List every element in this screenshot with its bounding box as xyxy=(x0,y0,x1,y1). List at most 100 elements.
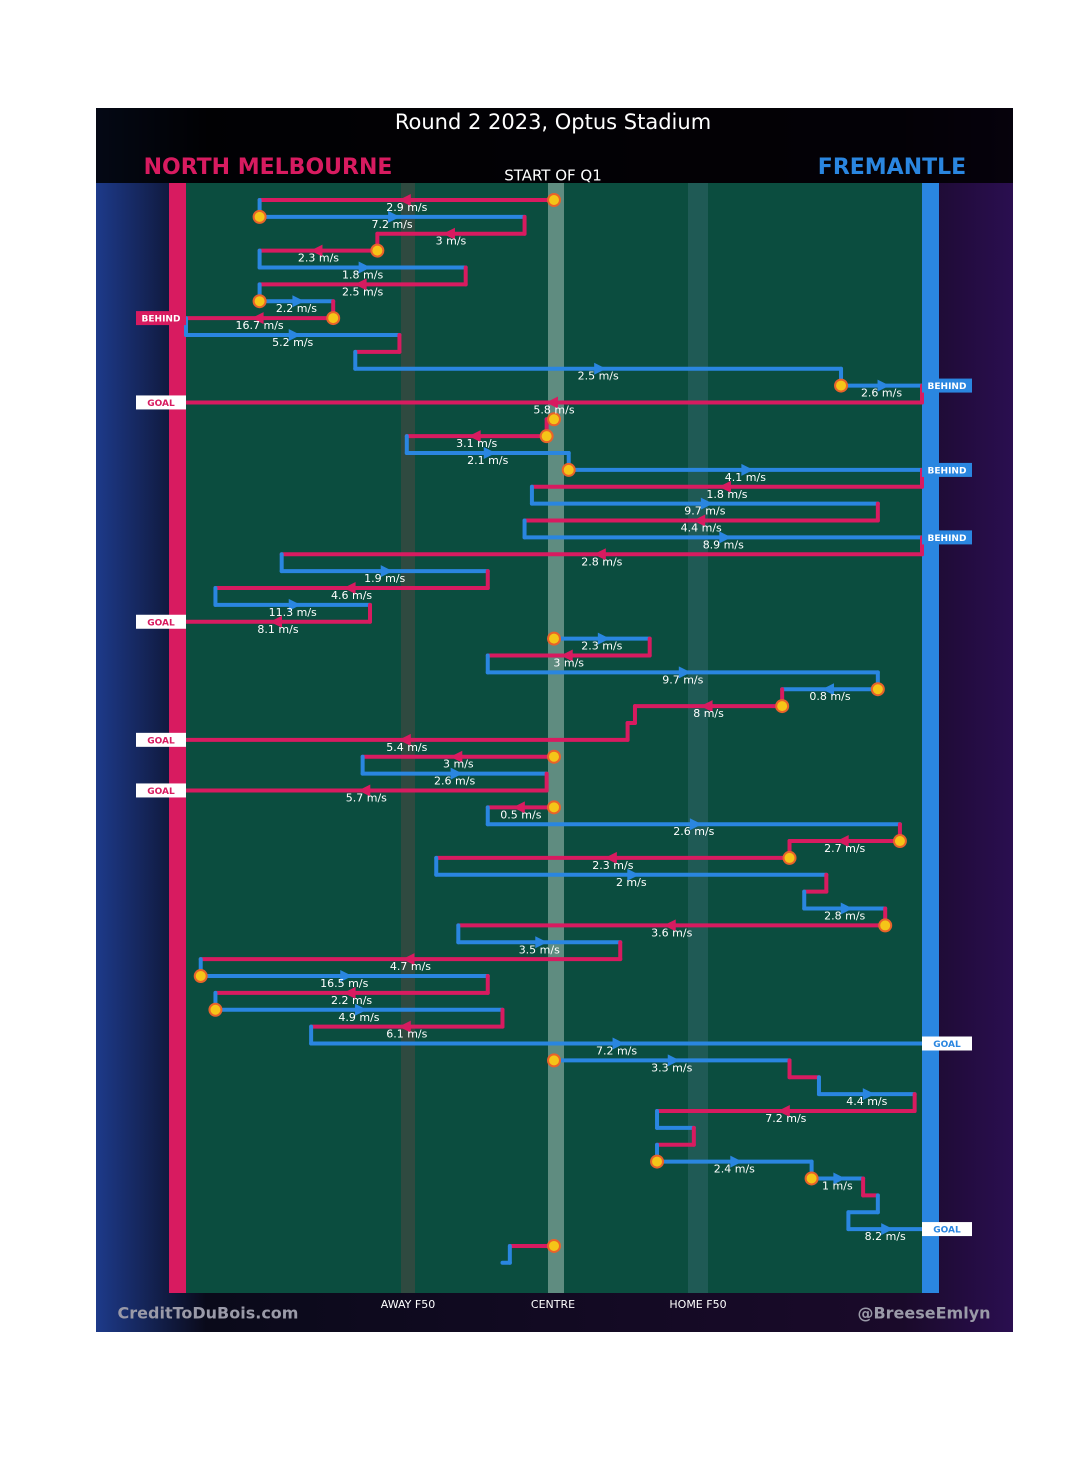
speed-label: 5.8 m/s xyxy=(533,403,574,416)
speed-label: 2.7 m/s xyxy=(824,842,865,855)
speed-label: 2.6 m/s xyxy=(434,775,475,788)
chains xyxy=(184,194,924,1265)
labels: 2.9 m/s7.2 m/s3 m/s2.3 m/s1.8 m/s2.5 m/s… xyxy=(136,201,972,1243)
speed-label: 5.2 m/s xyxy=(272,336,313,349)
turnover-marker xyxy=(547,631,561,646)
turnover-marker xyxy=(834,378,849,393)
turnover-marker xyxy=(547,412,561,427)
speed-label: 2.6 m/s xyxy=(673,825,714,838)
direction-arrow xyxy=(340,970,353,983)
direction-arrow xyxy=(398,1020,411,1033)
direction-arrow xyxy=(468,430,481,443)
turnover-marker xyxy=(870,682,885,697)
result-box xyxy=(922,1222,972,1237)
credit: @BreeseEmlyn xyxy=(857,1304,990,1323)
home-f50-line xyxy=(688,183,708,1293)
speed-label: 6.1 m/s xyxy=(386,1028,427,1041)
subtitle: START OF Q1 xyxy=(504,167,602,185)
direction-arrow xyxy=(667,1054,680,1067)
direction-arrow xyxy=(719,531,732,544)
direction-arrow xyxy=(402,953,415,966)
turnover-marker xyxy=(892,834,907,849)
result-box xyxy=(922,530,972,545)
direction-arrow xyxy=(358,261,371,274)
result-box xyxy=(922,462,972,477)
turnover-marker xyxy=(561,462,576,477)
speed-label: 2.2 m/s xyxy=(276,302,317,315)
speed-label: 8.2 m/s xyxy=(865,1230,906,1243)
speed-label: 7.2 m/s xyxy=(372,218,413,231)
direction-arrow xyxy=(483,447,496,460)
direction-arrow xyxy=(535,936,548,949)
speed-label: 3 m/s xyxy=(443,758,474,771)
result-box xyxy=(922,1036,972,1051)
direction-arrow xyxy=(450,750,463,763)
speed-label: 0.8 m/s xyxy=(809,690,850,703)
direction-arrow xyxy=(270,615,282,628)
direction-arrow xyxy=(593,548,606,561)
speed-label: 8 m/s xyxy=(693,707,724,720)
speed-label: 1.8 m/s xyxy=(342,268,383,281)
speed-label: 9.7 m/s xyxy=(684,505,725,518)
direction-arrow xyxy=(380,565,393,578)
speed-label: 4.9 m/s xyxy=(338,1011,379,1024)
direction-arrow xyxy=(512,801,525,814)
turnover-marker xyxy=(539,429,554,444)
direction-arrow xyxy=(718,480,731,493)
direction-arrow xyxy=(560,649,573,662)
speed-label: 1 m/s xyxy=(822,1179,853,1192)
result-label: GOAL xyxy=(147,618,175,628)
speed-label: 3.5 m/s xyxy=(519,943,560,956)
speed-label: 4.7 m/s xyxy=(390,960,431,973)
direction-arrow xyxy=(288,598,301,611)
direction-arrow xyxy=(730,1155,743,1168)
result-label: BEHIND xyxy=(928,534,967,544)
direction-arrow xyxy=(358,784,371,797)
turnover-marker xyxy=(193,969,208,984)
result-box xyxy=(136,614,186,629)
direction-arrow xyxy=(693,514,706,527)
speed-label: 2.5 m/s xyxy=(578,370,619,383)
direction-arrow xyxy=(343,582,356,595)
speed-label: 7.2 m/s xyxy=(765,1112,806,1125)
direction-arrow xyxy=(546,396,558,409)
result-box xyxy=(136,783,186,798)
field-label: AWAY F50 xyxy=(381,1298,435,1311)
speed-label: 3 m/s xyxy=(436,235,467,248)
direction-arrow xyxy=(700,700,713,713)
direction-arrow xyxy=(689,818,702,831)
turnover-marker xyxy=(878,918,893,933)
direction-arrow xyxy=(678,666,691,679)
direction-arrow xyxy=(833,1172,846,1185)
speed-label: 1.9 m/s xyxy=(364,572,405,585)
speed-label: 8.1 m/s xyxy=(257,623,298,636)
result-label: GOAL xyxy=(933,1040,961,1050)
field-label: CENTRE xyxy=(531,1298,575,1311)
direction-arrow xyxy=(840,902,853,915)
direction-arrow xyxy=(881,1223,894,1236)
direction-arrow xyxy=(627,868,640,881)
turnover-marker xyxy=(208,1002,223,1017)
result-box xyxy=(136,311,186,326)
markers xyxy=(193,193,907,1253)
turnover-marker xyxy=(775,699,790,714)
speed-label: 7.2 m/s xyxy=(596,1045,637,1058)
turnover-marker xyxy=(547,1053,561,1068)
direction-arrow xyxy=(597,632,610,645)
direction-arrow xyxy=(354,1003,367,1016)
turnover-marker xyxy=(547,1238,561,1253)
direction-arrow xyxy=(292,295,305,308)
title: Round 2 2023, Optus Stadium xyxy=(395,110,711,134)
turnover-marker xyxy=(650,1154,665,1169)
turnover-marker xyxy=(547,193,561,207)
right-goal-bar xyxy=(922,183,939,1293)
speed-label: 8.9 m/s xyxy=(703,538,744,551)
team-left: NORTH MELBOURNE xyxy=(144,155,393,180)
direction-arrow xyxy=(450,767,463,780)
direction-arrow xyxy=(777,1104,790,1117)
direction-arrow xyxy=(877,379,890,392)
speed-label: 2.5 m/s xyxy=(342,285,383,298)
speed-label: 16.7 m/s xyxy=(236,319,284,332)
